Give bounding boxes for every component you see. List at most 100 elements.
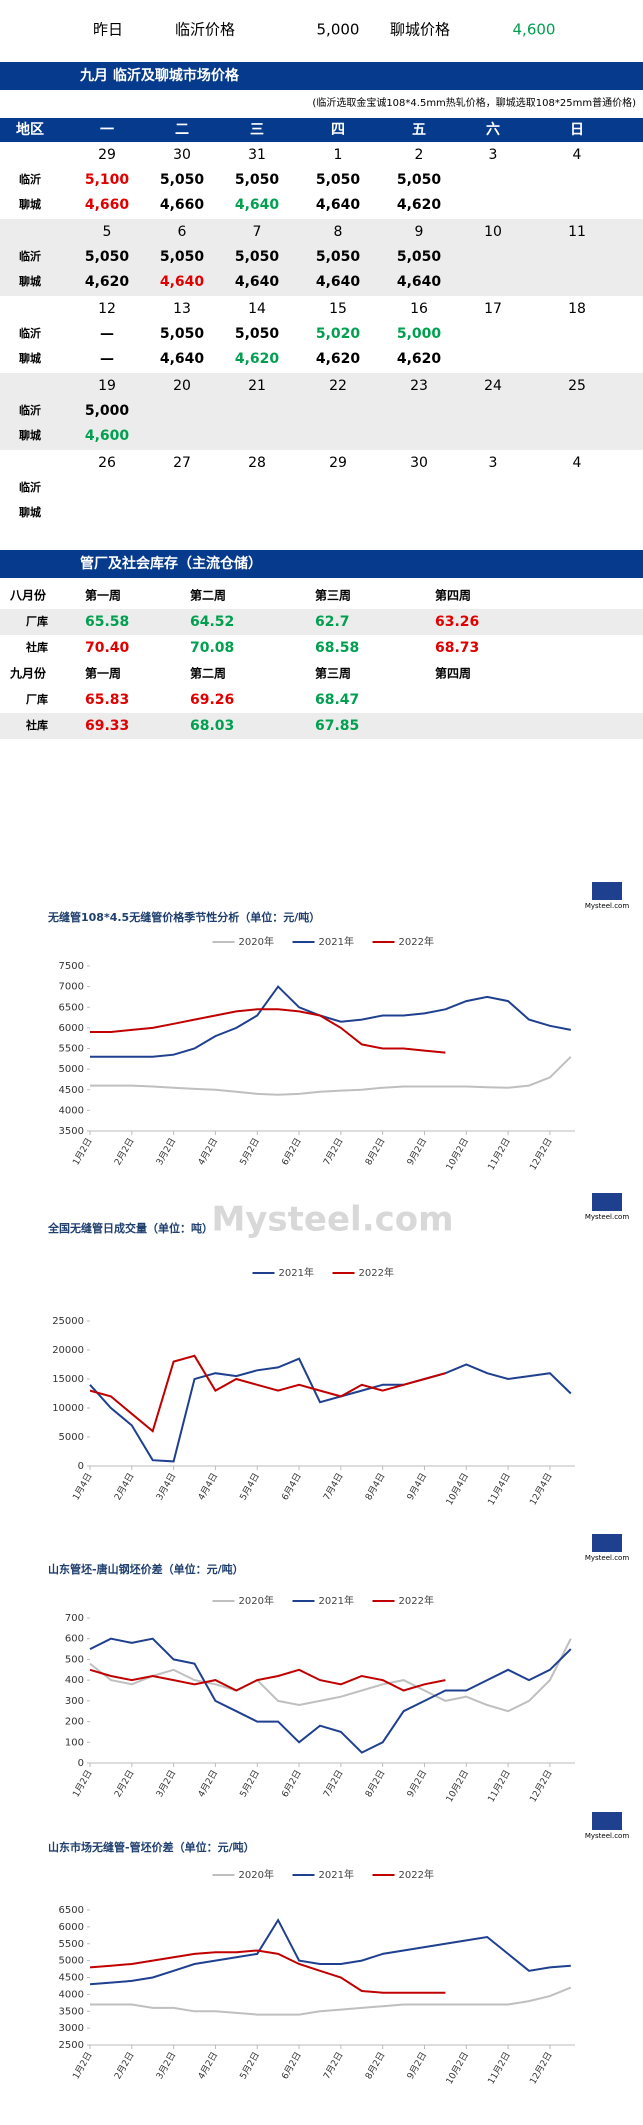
x-tick-label: 2月2日 xyxy=(112,2050,136,2081)
row-label: 聊城 xyxy=(19,274,41,288)
calendar-note: (临沂选取金宝诚108*4.5mm热轧价格，聊城选取108*25mm普通价格) xyxy=(312,96,636,109)
y-tick-label: 4000 xyxy=(59,1105,84,1116)
price-cell: 4,620 xyxy=(397,351,442,367)
x-tick-label: 4月2日 xyxy=(196,1768,220,1799)
logo xyxy=(592,882,622,900)
legend-label: 2022年 xyxy=(399,1868,434,1881)
inventory-value: 68.03 xyxy=(190,718,234,734)
price-cell: 5,050 xyxy=(160,326,205,342)
date-cell: 26 xyxy=(98,455,116,471)
x-tick-label: 5月4日 xyxy=(238,1471,262,1502)
date-cell: 7 xyxy=(253,224,262,240)
chart-title: 全国无缝管日成交量（单位：吨） xyxy=(47,1221,213,1235)
date-cell: 28 xyxy=(248,455,266,471)
price-cell: 5,050 xyxy=(85,249,130,265)
date-cell: 5 xyxy=(103,224,112,240)
x-tick-label: 3月4日 xyxy=(154,1471,178,1502)
inventory-value: 62.7 xyxy=(315,614,350,630)
x-tick-label: 1月2日 xyxy=(71,1136,95,1167)
price-cell: 4,640 xyxy=(316,197,361,213)
y-tick-label: 300 xyxy=(65,1696,84,1707)
logo-text: Mysteel.com xyxy=(585,1832,629,1840)
y-tick-label: 6500 xyxy=(59,1905,84,1916)
inventory-value: 70.40 xyxy=(85,640,130,656)
week-label: 第二周 xyxy=(190,666,226,681)
price-cell: 4,640 xyxy=(160,351,205,367)
date-cell: 3 xyxy=(489,455,498,471)
x-tick-label: 11月4日 xyxy=(486,1471,513,1507)
calendar-header-cell: 地区 xyxy=(16,121,44,138)
x-tick-label: 5月2日 xyxy=(238,2050,262,2081)
x-tick-label: 5月2日 xyxy=(238,1136,262,1167)
series-line xyxy=(89,1918,571,1986)
inventory-value: 63.26 xyxy=(435,614,479,630)
y-tick-label: 20000 xyxy=(52,1345,84,1356)
x-tick-label: 6月2日 xyxy=(280,1768,304,1799)
row-label: 厂库 xyxy=(26,614,48,628)
date-cell: 4 xyxy=(573,455,582,471)
x-tick-label: 3月2日 xyxy=(154,2050,178,2081)
calendar-header-cell: 六 xyxy=(486,121,500,138)
x-tick-label: 7月2日 xyxy=(321,2050,345,2081)
date-cell: 13 xyxy=(173,301,191,317)
date-cell: 10 xyxy=(484,224,502,240)
calendar-title-bar xyxy=(0,62,643,90)
date-cell: 18 xyxy=(568,301,586,317)
calendar-header-cell: 四 xyxy=(331,122,345,138)
date-cell: 16 xyxy=(410,301,428,317)
y-tick-label: 15000 xyxy=(52,1374,84,1385)
date-cell: 8 xyxy=(334,224,343,240)
week-label: 第一周 xyxy=(85,588,121,603)
inventory-value: 68.58 xyxy=(315,640,359,656)
row-background xyxy=(0,713,643,739)
y-tick-label: 0 xyxy=(78,1758,84,1769)
row-label: 临沂 xyxy=(19,172,41,186)
y-tick-label: 2500 xyxy=(59,2040,84,2051)
header-yesterday: 昨日 xyxy=(93,21,123,39)
inventory-value: 69.33 xyxy=(85,718,129,734)
period-label: 九月份 xyxy=(9,666,47,681)
date-cell: 29 xyxy=(329,455,347,471)
x-tick-label: 2月4日 xyxy=(112,1471,136,1502)
x-tick-label: 4月4日 xyxy=(196,1471,220,1502)
legend-label: 2020年 xyxy=(239,935,274,948)
x-tick-label: 2月2日 xyxy=(112,1136,136,1167)
y-tick-label: 5000 xyxy=(59,1064,84,1075)
series-line xyxy=(89,1949,446,1994)
logo-text: Mysteel.com xyxy=(585,1213,629,1221)
x-tick-label: 4月2日 xyxy=(196,1136,220,1167)
x-tick-label: 4月2日 xyxy=(196,2050,220,2081)
week-label: 第四周 xyxy=(435,666,471,681)
legend-label: 2021年 xyxy=(319,935,354,948)
y-tick-label: 7500 xyxy=(59,961,84,972)
price-cell: 5,020 xyxy=(316,326,361,342)
week-label: 第四周 xyxy=(435,588,471,603)
row-label: 社库 xyxy=(25,640,48,654)
price-cell: 5,050 xyxy=(160,249,205,265)
inventory-value: 68.73 xyxy=(435,640,479,656)
series-line xyxy=(89,1638,572,1713)
x-tick-label: 9月2日 xyxy=(405,2050,429,2081)
x-tick-label: 12月2日 xyxy=(528,1136,555,1172)
x-tick-label: 11月2日 xyxy=(486,1768,513,1804)
row-label: 临沂 xyxy=(19,326,41,340)
inventory-value: 64.52 xyxy=(190,614,234,630)
header-liaocheng-price: 4,600 xyxy=(513,21,556,39)
row-label: 聊城 xyxy=(19,351,41,365)
x-tick-label: 1月2日 xyxy=(71,2050,95,2081)
date-cell: 15 xyxy=(329,301,347,317)
series-line xyxy=(90,1056,572,1096)
y-tick-label: 25000 xyxy=(52,1316,84,1327)
calendar-header-cell: 五 xyxy=(412,122,426,138)
logo-text: Mysteel.com xyxy=(585,1554,629,1562)
x-tick-label: 8月2日 xyxy=(363,2050,387,2081)
y-tick-label: 5000 xyxy=(59,1432,84,1443)
inventory-title-bar xyxy=(0,550,643,578)
week-label: 第二周 xyxy=(190,588,226,603)
calendar-header-cell: 日 xyxy=(570,122,584,138)
y-tick-label: 0 xyxy=(78,1461,84,1472)
date-cell: 30 xyxy=(410,455,428,471)
price-cell: 4,620 xyxy=(397,197,442,213)
x-tick-label: 10月2日 xyxy=(444,1136,471,1172)
